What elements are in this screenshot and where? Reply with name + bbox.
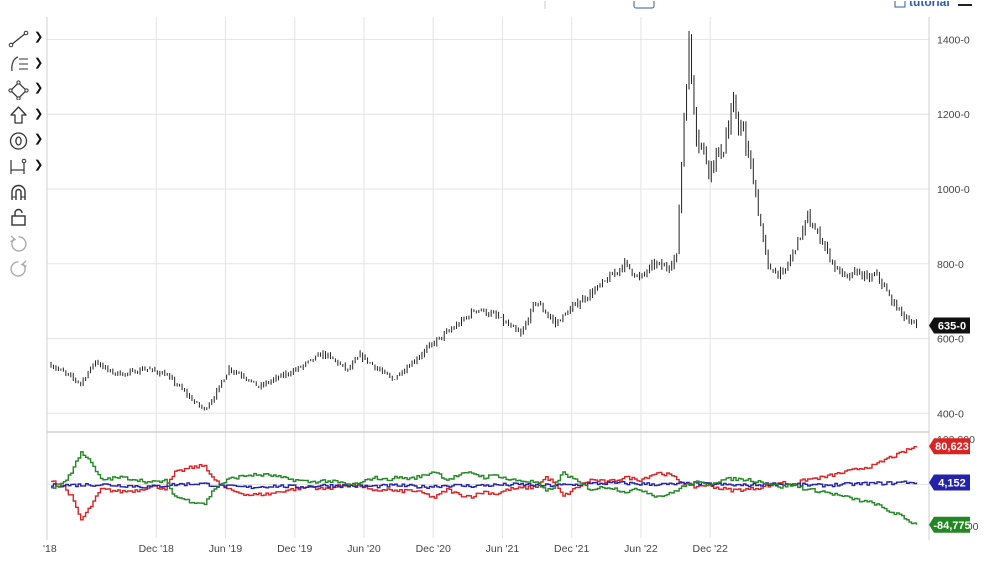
- lock-icon: [11, 209, 26, 226]
- arrow-tool[interactable]: ❯: [8, 103, 44, 129]
- value-tag-label: -84,775: [933, 520, 970, 532]
- drawing-toolbar: ❯ ❯ ❯ ❯ ❯ ❯: [8, 26, 44, 281]
- fibonacci-tool[interactable]: ❯: [8, 52, 44, 78]
- oscillator-lines: [51, 446, 918, 525]
- price-tick-label: 1400-0: [937, 34, 970, 46]
- chevron-right-icon: ❯: [34, 133, 44, 145]
- price-grid: [47, 17, 929, 538]
- tutorial-link[interactable]: tutorial: [909, 0, 950, 9]
- oscillator-last-value-tag: 4,152: [929, 474, 970, 491]
- top-toolbar-fragments: tutorial: [544, 0, 972, 9]
- chevron-right-icon: ❯: [34, 82, 44, 94]
- lock-tool[interactable]: [8, 205, 44, 231]
- calendar-icon[interactable]: [633, 0, 655, 9]
- time-axis: '18 Dec '18 Jun '19 Dec '19 Jun '20 Dec '20 Ju…: [43, 543, 728, 555]
- value-tag-label: 80,623: [935, 441, 969, 453]
- time-tick-label: Jun '20: [347, 543, 381, 555]
- undo-icon: [10, 235, 27, 252]
- price-tick-label: 800-0: [937, 259, 964, 271]
- annotation-tool[interactable]: ❯: [8, 128, 44, 154]
- chevron-right-icon: ❯: [34, 158, 44, 171]
- trendline-icon: [8, 30, 29, 48]
- top-toolbar-strip: tutorial: [0, 0, 1000, 12]
- value-tag-label: 635-0: [938, 320, 966, 332]
- value-tag-shape: [929, 474, 970, 491]
- oscillator-last-value-tag: 80,623: [929, 438, 970, 455]
- value-tag-label: 4,152: [938, 478, 966, 490]
- time-tick-label: Dec '20: [416, 543, 451, 555]
- price-bars: [50, 30, 918, 411]
- time-tick-label: Jun '21: [486, 543, 520, 555]
- magnet-tool[interactable]: [8, 179, 44, 205]
- tutorial-icon[interactable]: [894, 0, 906, 8]
- shape-icon: [8, 80, 29, 100]
- value-tags: 635-0 80,623 4,152 -84,775: [929, 317, 971, 533]
- time-tick-label: Dec '22: [693, 543, 728, 555]
- time-tick-label: Jun '22: [624, 543, 658, 555]
- fibonacci-icon: [11, 56, 28, 72]
- annotation-icon: [9, 132, 28, 150]
- chevron-right-icon: ❯: [34, 107, 44, 120]
- price-axis: 400-0 600-0 800-0 1000-0 1200-0 1400-0: [937, 34, 970, 420]
- oscillator-series-line: [51, 451, 918, 525]
- redo-tool[interactable]: [8, 256, 44, 282]
- arrow-up-icon: [10, 106, 27, 124]
- oscillator-last-value-tag: -84,775: [929, 516, 971, 533]
- price-tick-label: 400-0: [937, 408, 964, 420]
- time-tick-label: '18: [43, 543, 57, 555]
- time-tick-label: Dec '21: [554, 543, 589, 555]
- time-tick-label: Jun '19: [209, 543, 243, 555]
- value-tag-shape: [929, 516, 970, 533]
- price-tick-label: 1200-0: [937, 109, 970, 121]
- measure-tool[interactable]: ❯: [8, 154, 44, 180]
- chevron-right-icon: ❯: [34, 56, 44, 69]
- chevron-right-icon: ❯: [34, 31, 44, 43]
- price-tick-label: 1000-0: [937, 184, 970, 196]
- undo-tool[interactable]: [8, 230, 44, 256]
- magnet-icon: [11, 184, 26, 200]
- measure-icon: [10, 158, 27, 175]
- trendline-tool[interactable]: ❯: [8, 26, 44, 52]
- value-tag-shape: [929, 317, 970, 334]
- time-tick-label: Dec '19: [277, 543, 312, 555]
- time-tick-label: Dec '18: [139, 543, 174, 555]
- redo-icon: [10, 260, 27, 277]
- shape-tool[interactable]: ❯: [8, 77, 44, 103]
- value-tag-shape: [929, 438, 970, 455]
- price-tick-label: 600-0: [937, 334, 964, 346]
- last-price-tag: 635-0: [929, 317, 970, 334]
